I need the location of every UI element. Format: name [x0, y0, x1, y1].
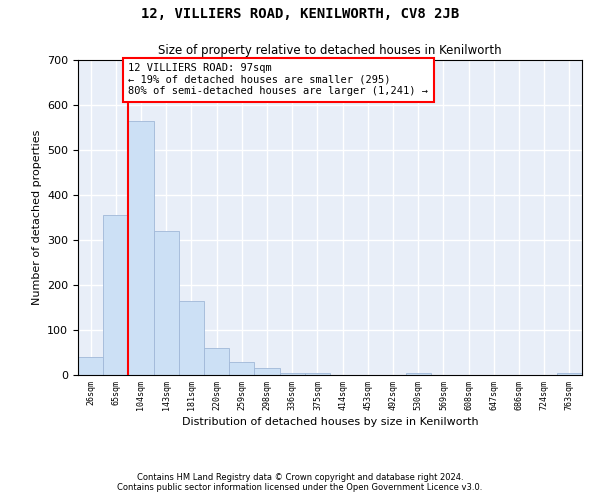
Bar	[179, 300, 204, 375]
Text: 12, VILLIERS ROAD, KENILWORTH, CV8 2JB: 12, VILLIERS ROAD, KENILWORTH, CV8 2JB	[141, 8, 459, 22]
Text: Contains HM Land Registry data © Crown copyright and database right 2024.: Contains HM Land Registry data © Crown c…	[137, 473, 463, 482]
Bar	[406, 373, 431, 375]
Y-axis label: Number of detached properties: Number of detached properties	[32, 130, 41, 305]
Bar	[78, 357, 103, 375]
X-axis label: Distribution of detached houses by size in Kenilworth: Distribution of detached houses by size …	[182, 417, 478, 427]
Bar	[280, 373, 305, 375]
Bar	[204, 348, 229, 375]
Bar	[103, 215, 128, 375]
Title: Size of property relative to detached houses in Kenilworth: Size of property relative to detached ho…	[158, 44, 502, 58]
Bar	[305, 373, 330, 375]
Bar	[229, 362, 254, 375]
Text: Contains public sector information licensed under the Open Government Licence v3: Contains public sector information licen…	[118, 483, 482, 492]
Bar	[557, 373, 582, 375]
Bar	[254, 368, 280, 375]
Bar	[154, 231, 179, 375]
Bar	[128, 120, 154, 375]
Text: 12 VILLIERS ROAD: 97sqm
← 19% of detached houses are smaller (295)
80% of semi-d: 12 VILLIERS ROAD: 97sqm ← 19% of detache…	[128, 63, 428, 96]
